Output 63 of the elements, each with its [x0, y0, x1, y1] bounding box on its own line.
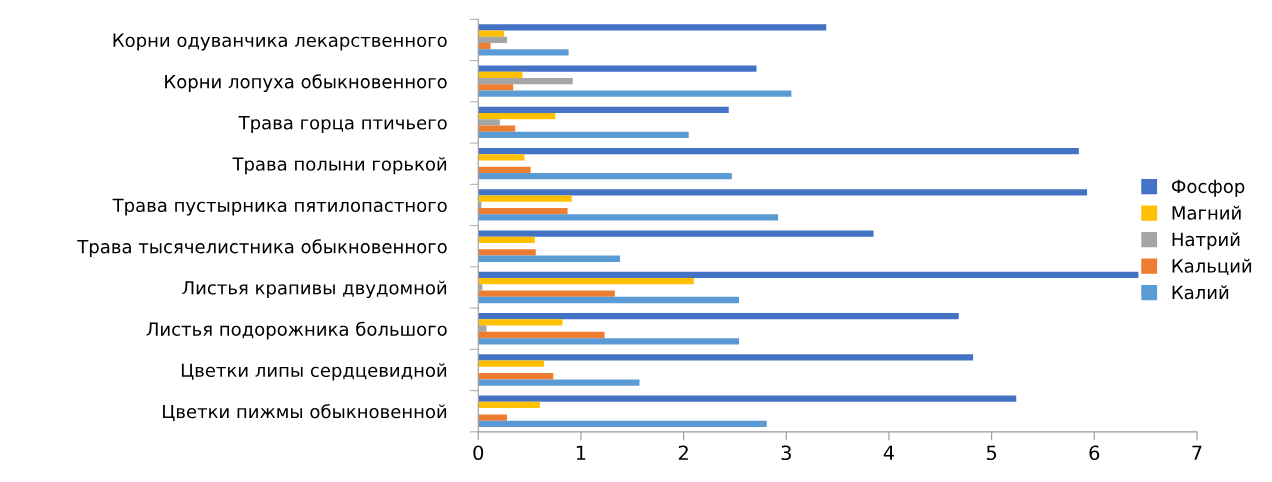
- bar: [478, 420, 767, 427]
- legend-label: Магний: [1172, 205, 1241, 220]
- bar: [478, 113, 556, 120]
- bar: [478, 379, 640, 386]
- y-tick-label: Цветки липы сердцевидной: [181, 363, 447, 381]
- x-tick-label: 0: [473, 445, 484, 461]
- bar: [478, 373, 554, 380]
- legend-label: Фосфор: [1171, 179, 1245, 197]
- legend-label: Калий: [1172, 285, 1229, 300]
- bar: [478, 313, 959, 320]
- bar: [478, 166, 531, 174]
- y-tick-label: Листья подорожника большого: [146, 321, 447, 340]
- y-tick-label: Трава полыни горькой: [232, 156, 447, 175]
- bar: [478, 84, 514, 91]
- x-tick-label: 6: [1089, 445, 1100, 461]
- bar: [478, 148, 1079, 155]
- x-tick-label: 3: [781, 445, 791, 461]
- bar: [478, 43, 491, 50]
- x-tick-label: 1: [576, 445, 586, 460]
- bar: [478, 214, 779, 221]
- y-tick-label: Цветки пижмы обыкновенной: [163, 404, 447, 421]
- bar: [478, 236, 535, 244]
- bar: [478, 255, 620, 262]
- y-tick-label: Листья крапивы двудомной: [182, 280, 447, 299]
- legend-label: Натрий: [1172, 232, 1240, 250]
- x-tick-label: 7: [1192, 445, 1202, 460]
- y-tick-label: Трава пустырника пятилопастного: [112, 198, 447, 216]
- bar: [478, 195, 572, 202]
- bar: [478, 208, 568, 215]
- bar: [478, 395, 1017, 402]
- bar: [478, 173, 732, 180]
- bar: [478, 154, 525, 161]
- bar: [478, 271, 1139, 279]
- bar: [478, 319, 563, 326]
- x-tick-label: 4: [883, 445, 895, 460]
- x-tick-label: 2: [678, 445, 688, 460]
- bar: [478, 65, 757, 72]
- bar: [478, 90, 792, 97]
- bar: [478, 189, 1088, 196]
- bar: [478, 360, 544, 367]
- bar: [478, 290, 615, 297]
- bar: [478, 106, 729, 114]
- bar: [478, 331, 605, 339]
- bar: [478, 125, 516, 132]
- y-tick-label: Трава тысячелистника обыкновенного: [77, 239, 447, 257]
- legend-label: Кальций: [1172, 258, 1252, 275]
- bar: [478, 338, 740, 345]
- bar: [478, 354, 974, 361]
- y-tick-label: Трава горца птичьего: [238, 116, 447, 134]
- bar: [478, 24, 827, 31]
- bar: [478, 278, 694, 285]
- bar: [478, 30, 504, 37]
- bar: [478, 249, 536, 256]
- bar: [478, 296, 740, 304]
- bar: [478, 71, 523, 79]
- y-tick-label: Корни лопуха обыкновенного: [165, 74, 447, 92]
- bar: [478, 401, 540, 409]
- bar: [478, 131, 689, 139]
- y-tick-label: Корни одуванчика лекарственного: [113, 33, 447, 51]
- bar: [478, 414, 508, 421]
- x-tick-label: 5: [986, 445, 997, 461]
- bar: [478, 230, 874, 237]
- bar: [478, 49, 569, 56]
